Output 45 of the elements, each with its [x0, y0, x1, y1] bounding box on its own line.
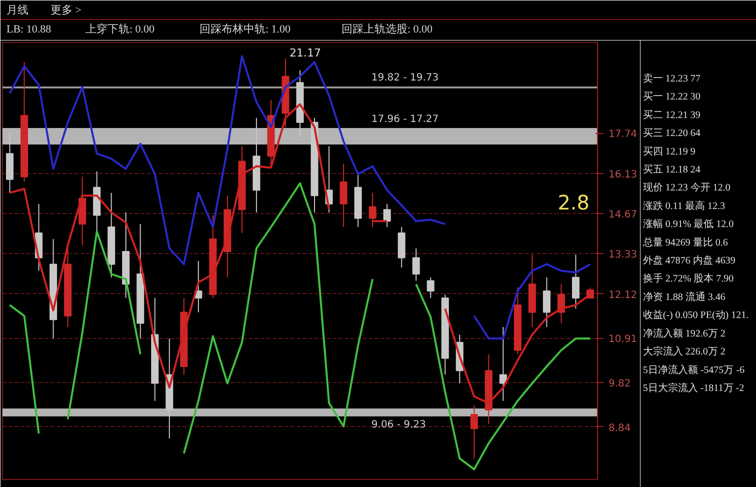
band-label: 17.96 - 17.27 — [371, 114, 439, 126]
y-tick-label: 10.91 — [608, 334, 638, 346]
annotation: 21.17 — [289, 46, 321, 60]
candlestick — [572, 254, 580, 310]
text: 月线 — [6, 4, 28, 16]
candlestick — [426, 276, 434, 298]
text: 回踩布林中轨: 1.00 — [200, 22, 292, 36]
text: 大宗流入 226.0万 2 — [642, 346, 726, 358]
text: 总量 94269 量比 0.6 — [642, 236, 728, 248]
text: LB: 10.88 — [6, 24, 52, 36]
text: 现价 12.23 今开 12.0 — [642, 182, 730, 194]
text: 更多 > — [50, 4, 82, 16]
candlestick — [412, 248, 420, 282]
text: 外盘 47876 内盘 4639 — [642, 254, 736, 266]
text: 涨跌 0.11 最高 12.3 — [642, 200, 725, 212]
text: 净流入额 192.6万 2 — [642, 327, 726, 340]
candlestick — [383, 203, 391, 228]
band-label: 9.06 - 9.23 — [371, 419, 426, 430]
y-tick-label: 16.13 — [608, 169, 638, 180]
text: 上穿下轨: 0.00 — [86, 22, 156, 36]
y-tick-label: 17.74 — [608, 129, 638, 140]
annotation: 2.8 — [558, 190, 590, 214]
text: 买三 12.20 64 — [642, 128, 700, 140]
text: 涨幅 0.91% 最低 12.0 — [642, 218, 734, 230]
text: 5日净流入额 -5475万 -6 — [642, 364, 744, 376]
text: 5日大宗流入 -1811万 -2 — [642, 382, 744, 394]
y-tick-label: 8.84 — [608, 422, 631, 434]
y-tick-label: 14.67 — [608, 209, 638, 220]
y-tick-label: 12.12 — [608, 290, 638, 301]
band-label: 19.82 - 19.73 — [371, 72, 439, 84]
text: 净资 1.88 流通 3.46 — [642, 290, 726, 303]
text: 买二 12.21 39 — [642, 110, 700, 121]
candlestick — [368, 192, 376, 228]
text: 收益(-) 0.050 PE(动) 121. — [642, 309, 749, 322]
candlestick — [470, 404, 478, 459]
candlestick — [542, 276, 550, 328]
text: 买四 12.19 9 — [642, 146, 696, 158]
candlestick — [340, 163, 348, 228]
text: 换手 2.72% 股本 7.90 — [642, 272, 734, 285]
text: 买五 12.18 24 — [642, 164, 700, 176]
text: 回踩上轨选股: 0.00 — [342, 22, 434, 36]
text: 买一 12.22 30 — [642, 92, 700, 103]
text: 卖一 12.23 77 — [642, 72, 700, 84]
y-tick-label: 13.33 — [608, 250, 638, 261]
y-tick-label: 9.82 — [608, 378, 631, 390]
